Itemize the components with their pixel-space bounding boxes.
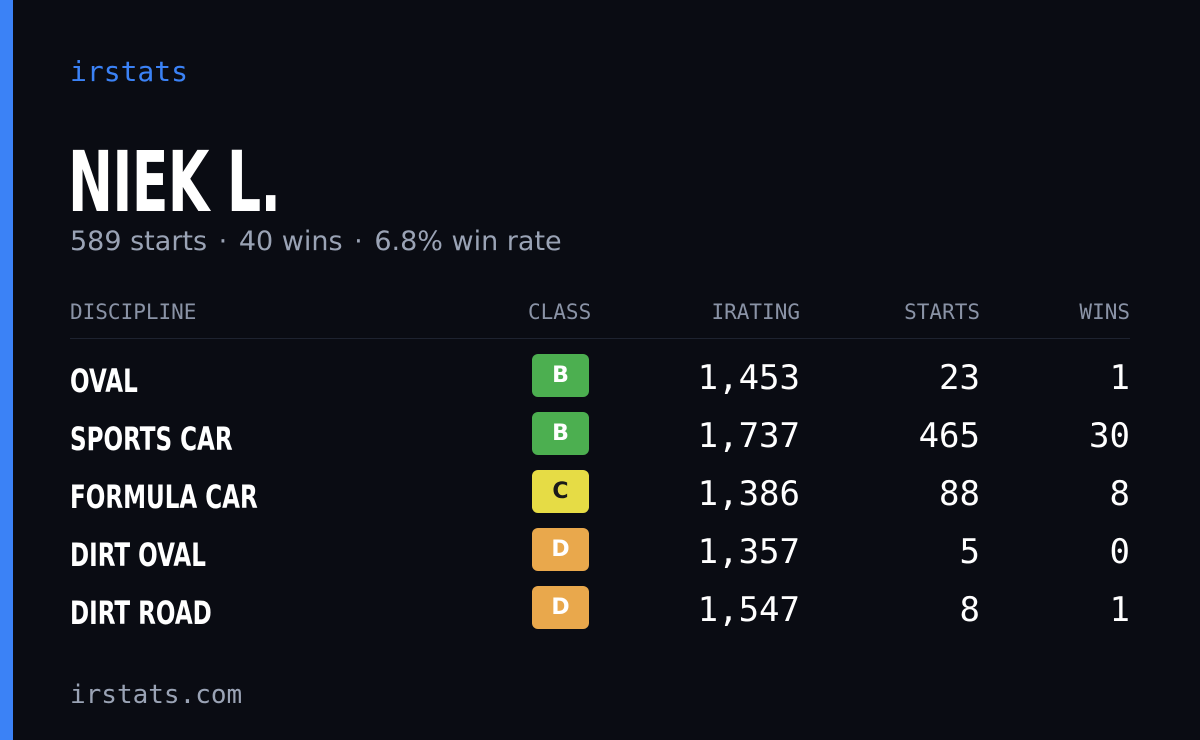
summary-wins: 40 wins [238,226,343,257]
table-header: DISCIPLINE CLASS IRATING STARTS WINS [70,300,1130,339]
discipline-name: DIRT OVAL [70,536,206,574]
wins-value: 1 [1109,358,1130,398]
discipline-name: DIRT ROAD [70,594,212,632]
table-row: OVAL B 1,453 23 1 [70,350,1130,408]
table-row: DIRT OVAL D 1,357 5 0 [70,524,1130,582]
class-badge: C [532,470,589,513]
header-discipline: DISCIPLINE [70,300,197,324]
career-summary: 589 starts · 40 wins · 6.8% win rate [70,226,562,257]
irating-value: 1,547 [697,590,800,630]
discipline-name: SPORTS CAR [70,420,233,458]
irating-value: 1,386 [697,474,800,514]
site-url: irstats.com [70,680,243,710]
wins-value: 0 [1109,532,1130,572]
header-irating: IRATING [711,300,800,324]
discipline-name: OVAL [70,362,138,400]
brand-logo-text: irstats [70,55,189,88]
class-badge: B [532,354,589,397]
header-starts: STARTS [904,300,980,324]
starts-value: 5 [959,532,980,572]
table-row: FORMULA CAR C 1,386 88 8 [70,466,1130,524]
summary-starts: 589 starts [70,226,208,257]
irating-value: 1,737 [697,416,800,456]
table-row: DIRT ROAD D 1,547 8 1 [70,582,1130,640]
starts-value: 88 [939,474,980,514]
summary-separator: · [218,226,228,257]
class-badge: D [532,528,589,571]
summary-win-rate: 6.8% win rate [374,226,562,257]
irating-value: 1,357 [697,532,800,572]
wins-value: 1 [1109,590,1130,630]
starts-value: 8 [959,590,980,630]
discipline-name: FORMULA CAR [70,478,258,516]
class-badge: D [532,586,589,629]
accent-bar [0,0,13,740]
player-name: NIEK L. [68,133,281,231]
class-badge: B [532,412,589,455]
table-row: SPORTS CAR B 1,737 465 30 [70,408,1130,466]
header-class: CLASS [528,300,592,324]
irating-value: 1,453 [697,358,800,398]
wins-value: 30 [1089,416,1130,456]
wins-value: 8 [1109,474,1130,514]
summary-separator: · [354,226,363,257]
starts-value: 465 [918,416,980,456]
discipline-table: OVAL B 1,453 23 1 SPORTS CAR B 1,737 465… [70,350,1130,640]
starts-value: 23 [939,358,980,398]
header-wins: WINS [1079,300,1130,324]
